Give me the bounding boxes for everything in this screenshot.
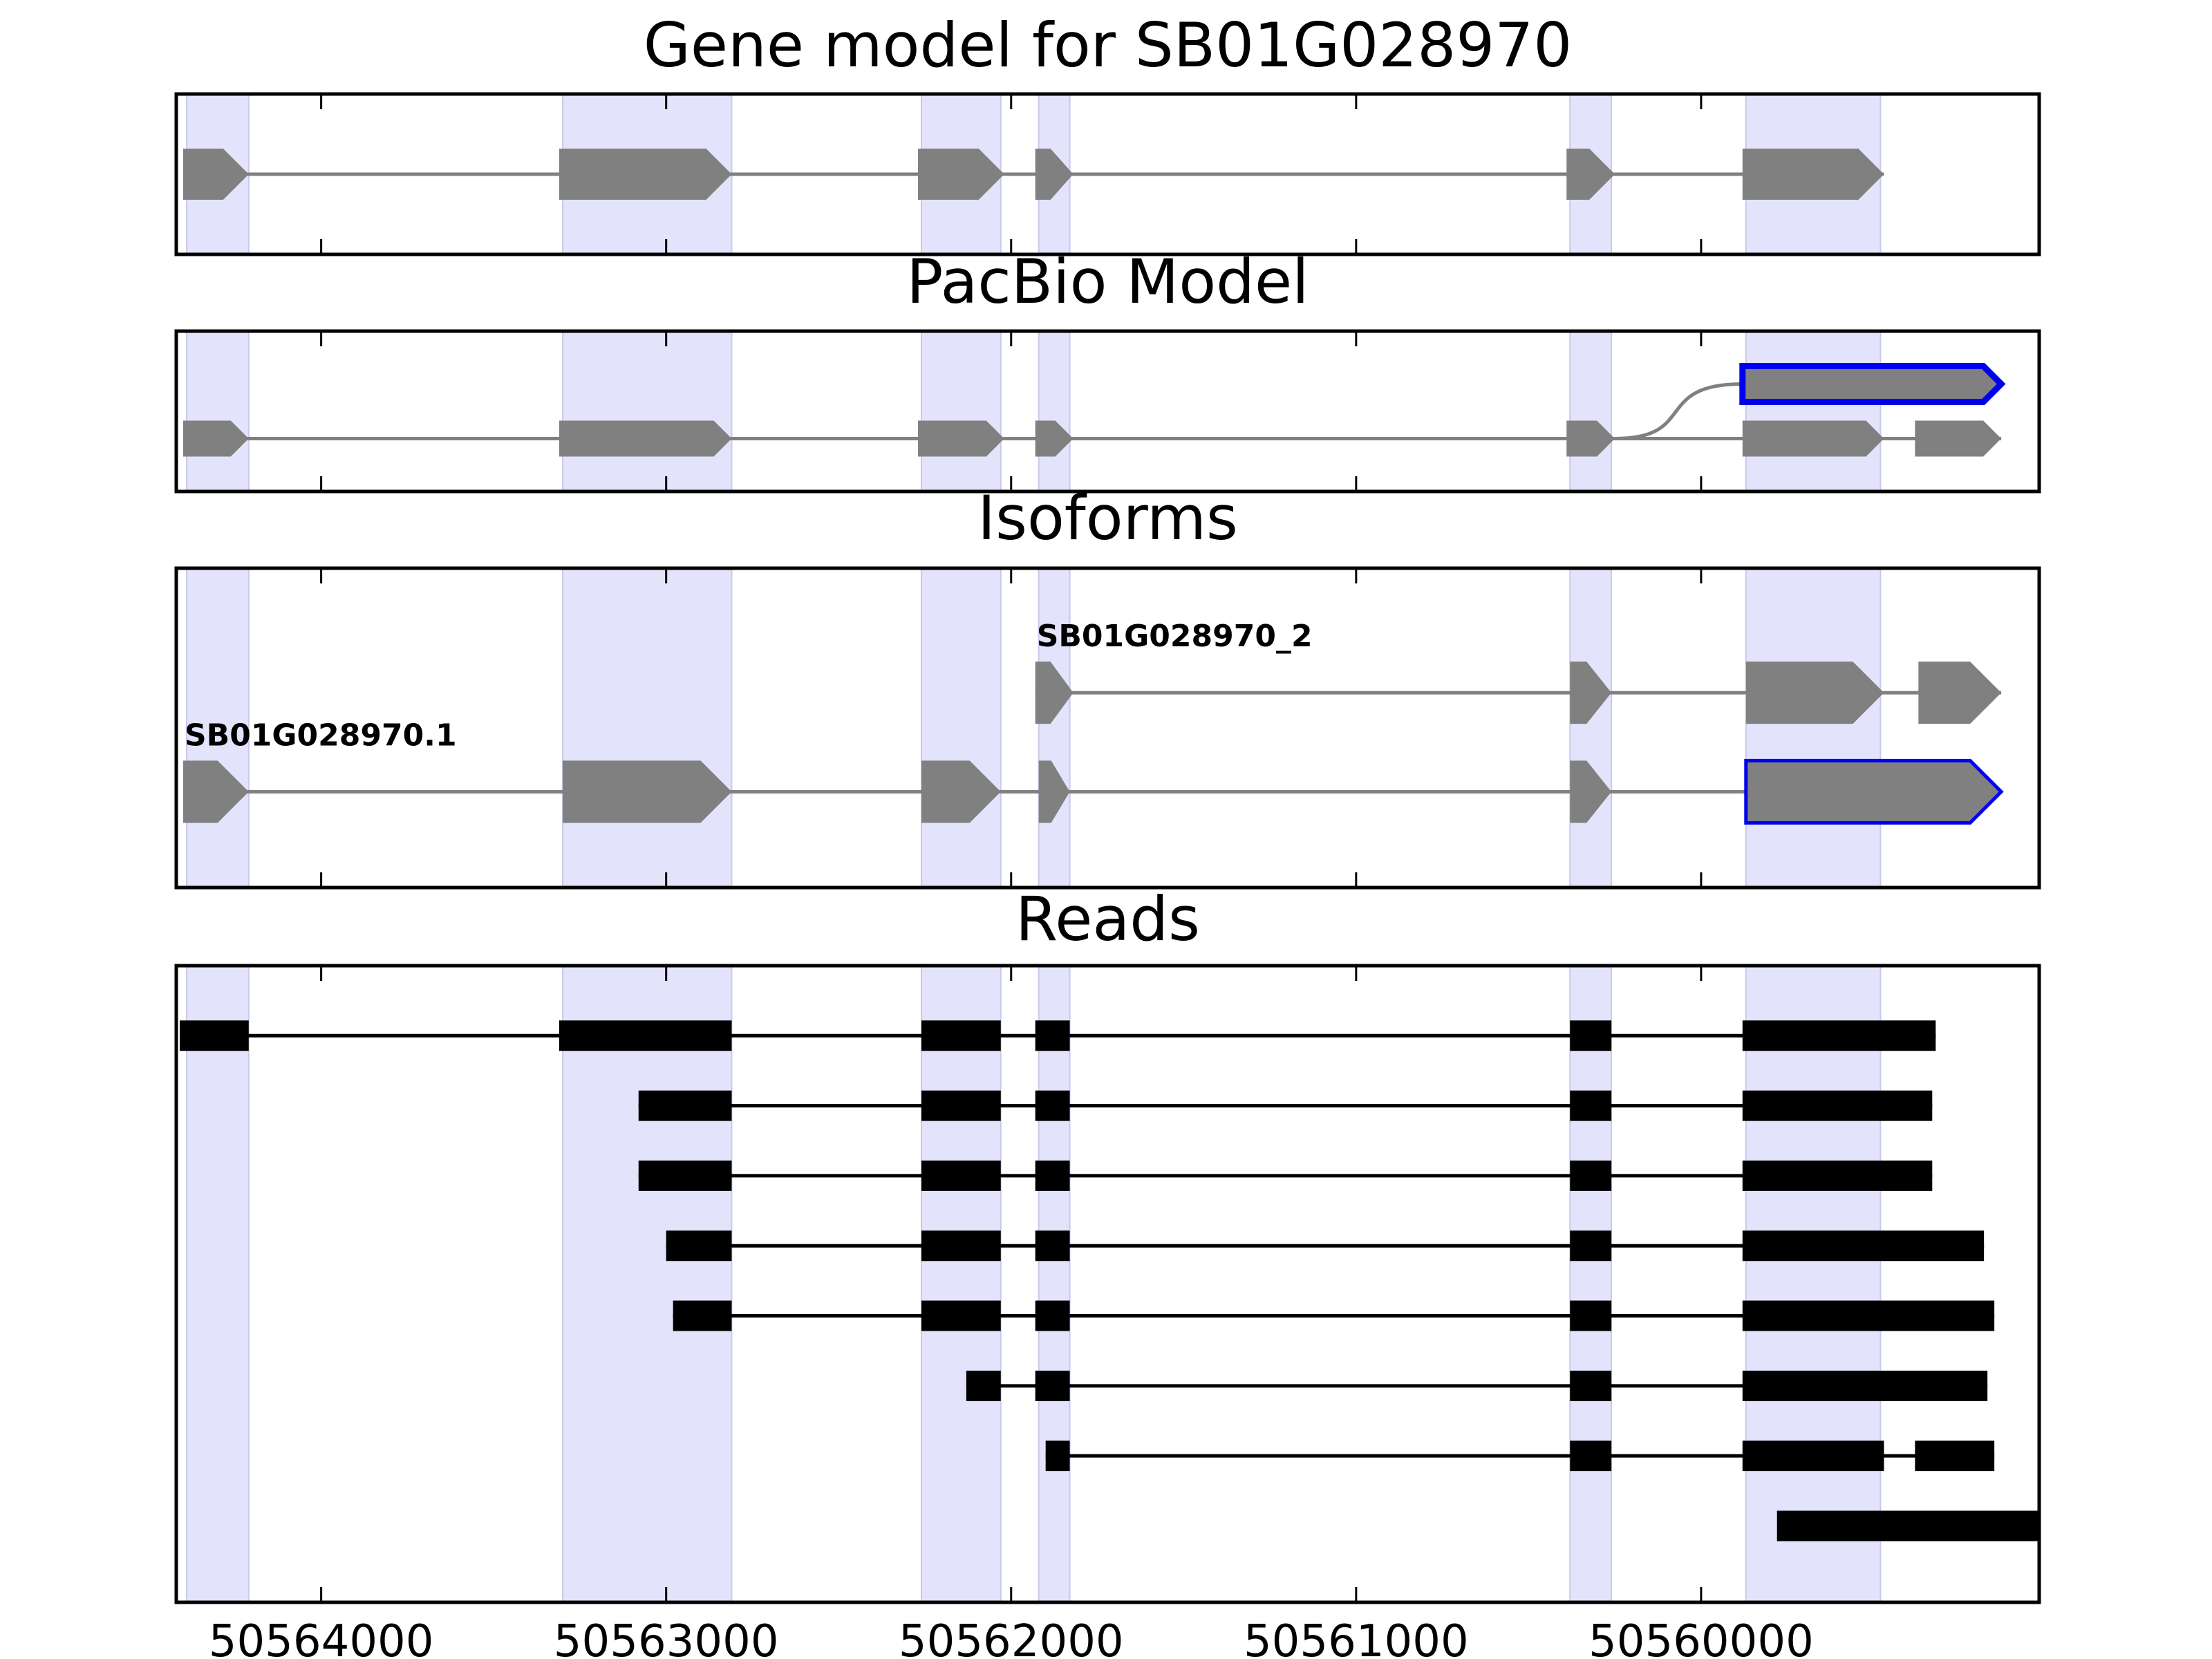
exon-block (559, 1020, 732, 1051)
exon-block (1570, 1020, 1612, 1051)
exon-block (1035, 1370, 1070, 1401)
exon-block (1745, 662, 1884, 724)
exon-block (1045, 1441, 1070, 1472)
exon-block (1570, 1160, 1612, 1191)
exon-block (673, 1300, 732, 1331)
isoform-label: SB01G028970.1 (185, 718, 457, 753)
isoforms-panel: Isoforms SB01G028970.1 SB01G028970_2 (174, 482, 2041, 890)
exon-block (1744, 758, 2004, 825)
exon-block (1915, 1441, 1995, 1472)
exon-block (1742, 1441, 1884, 1472)
highlight-band (1569, 568, 1613, 888)
exon-block (1035, 1090, 1070, 1121)
x-tick-label: 50561000 (1244, 1616, 1469, 1659)
exon-block (1566, 420, 1615, 457)
exon-block (1742, 1300, 1995, 1331)
exon-block (921, 760, 1001, 823)
reads-panel: Reads 50564000 50563000 50562000 50561000 505… (174, 883, 2041, 1659)
exon-block (562, 760, 732, 823)
panel-frame (174, 566, 2041, 890)
exon-block (1570, 1230, 1612, 1262)
panel-frame (174, 92, 2041, 256)
highlight-band (1038, 568, 1071, 888)
highlight-band (1038, 330, 1071, 492)
pacbio-model-panel: PacBio Model (174, 246, 2041, 494)
exon-block (1742, 1020, 1936, 1051)
exon-block (1915, 420, 2002, 457)
exon-block (638, 1090, 732, 1121)
exon-block (1570, 760, 1612, 823)
panel-frame (174, 964, 2041, 1604)
exon-block (1742, 149, 1884, 200)
x-tick-label: 50564000 (209, 1616, 434, 1659)
exon-block (1035, 149, 1074, 200)
exon-block (1570, 1441, 1612, 1472)
exon-block (1739, 363, 2006, 406)
exon-block (1035, 420, 1074, 457)
exon-block (182, 760, 249, 823)
exon-block (966, 1370, 1001, 1401)
gene-model-panel: Gene model for SB01G028970 (174, 10, 2041, 256)
exon-block (1570, 1370, 1612, 1401)
exon-block (666, 1230, 732, 1262)
highlight-band (1745, 568, 1882, 888)
exon-block (182, 420, 249, 457)
exon-block (1570, 662, 1612, 724)
highlight-band (1038, 965, 1071, 1603)
exon-block (921, 1300, 1001, 1331)
exon-block (559, 420, 732, 457)
exon-block (1566, 149, 1615, 200)
highlight-band (1569, 330, 1613, 492)
exon-block (182, 149, 249, 200)
highlight-band (1569, 965, 1613, 1603)
exon-block (1742, 420, 1884, 457)
exon-block (1035, 1160, 1070, 1191)
highlight-band (561, 330, 733, 492)
highlight-band (561, 965, 733, 1603)
exon-block (921, 1160, 1001, 1191)
x-tick-label: 50562000 (899, 1616, 1124, 1659)
exon-block (1035, 1020, 1070, 1051)
exon-block (1742, 1370, 1988, 1401)
exon-block (1742, 1090, 1933, 1121)
isoform-label: SB01G028970_2 (1037, 619, 1313, 654)
panel-title: Reads (1015, 883, 1200, 955)
exon-block (1035, 1300, 1070, 1331)
exon-block (1035, 662, 1074, 724)
x-tick-label: 50563000 (554, 1616, 779, 1659)
highlight-band (185, 965, 250, 1603)
highlight-band (1745, 330, 1882, 492)
exon-block (918, 149, 1004, 200)
exon-block (1742, 1160, 1933, 1191)
exon-block (1038, 760, 1070, 823)
exon-block (1777, 1510, 2039, 1541)
highlight-band (185, 330, 250, 492)
x-tick-label: 50560000 (1588, 1616, 1814, 1659)
highlight-band (921, 568, 1002, 888)
exon-block (921, 1090, 1001, 1121)
exon-block (559, 149, 732, 200)
exon-block (638, 1160, 732, 1191)
panel-title: Isoforms (977, 482, 1238, 554)
exon-block (1035, 1230, 1070, 1262)
highlight-band (921, 330, 1002, 492)
exon-block (1918, 662, 2002, 724)
exon-block (921, 1020, 1001, 1051)
panel-frame (174, 329, 2041, 494)
highlight-band (185, 568, 250, 888)
exon-block (921, 1230, 1001, 1262)
panel-title: Gene model for SB01G028970 (644, 10, 1573, 81)
exon-block (1570, 1090, 1612, 1121)
panel-title: PacBio Model (906, 246, 1309, 317)
exon-block (179, 1020, 249, 1051)
highlight-band (921, 965, 1002, 1603)
highlight-band (561, 568, 733, 888)
splice-curve (1615, 382, 1743, 440)
exon-block (1742, 1230, 1985, 1262)
exon-block (918, 420, 1004, 457)
exon-block (1570, 1300, 1612, 1331)
highlight-band (1745, 965, 1882, 1603)
